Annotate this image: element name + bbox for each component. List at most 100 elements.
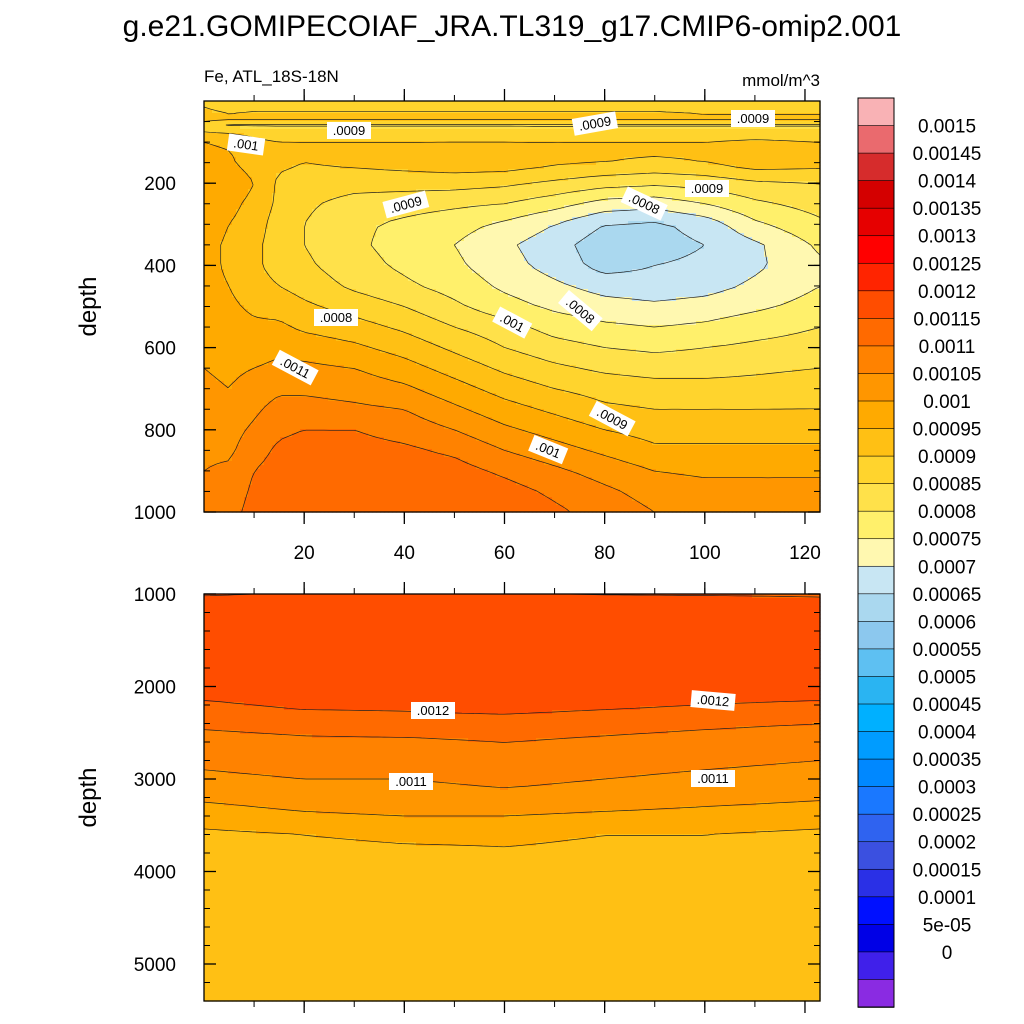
upper-cell: [312, 181, 317, 186]
upper-cell: [584, 137, 589, 142]
upper-cell: [752, 213, 757, 218]
upper-cell: [316, 189, 321, 194]
upper-cell: [552, 125, 557, 130]
upper-cell: [440, 125, 445, 130]
upper-cell: [412, 149, 417, 154]
upper-cell: [328, 229, 333, 234]
upper-cell: [332, 193, 337, 198]
upper-cell: [320, 205, 325, 210]
upper-cell: [440, 201, 445, 206]
upper-cell: [720, 109, 725, 114]
upper-cell: [416, 153, 421, 158]
upper-cell: [588, 165, 593, 170]
upper-cell: [400, 149, 405, 154]
upper-cell: [572, 149, 577, 154]
upper-cell: [784, 181, 789, 186]
upper-cell: [752, 189, 757, 194]
upper-cell: [560, 161, 565, 166]
upper-cell: [472, 105, 477, 110]
upper-cell: [732, 205, 737, 210]
upper-cell: [488, 113, 493, 118]
upper-cell: [724, 225, 729, 230]
upper-cell: [744, 217, 749, 222]
upper-cell: [492, 137, 497, 142]
upper-cell: [216, 189, 221, 194]
upper-cell: [552, 137, 557, 142]
upper-cell: [328, 173, 333, 178]
upper-cell: [280, 129, 285, 134]
upper-cell: [484, 113, 489, 118]
upper-cell: [748, 225, 753, 230]
upper-cell: [756, 145, 761, 150]
upper-cell: [764, 189, 769, 194]
upper-cell: [248, 229, 253, 234]
upper-cell: [592, 209, 597, 214]
upper-cell: [424, 225, 429, 230]
upper-cell: [456, 149, 461, 154]
upper-cell: [288, 113, 293, 118]
upper-cell: [468, 137, 473, 142]
upper-cell: [316, 181, 321, 186]
upper-cell: [712, 197, 717, 202]
upper-cell: [772, 169, 777, 174]
upper-cell: [652, 157, 657, 162]
upper-cell: [204, 125, 209, 130]
upper-cell: [216, 177, 221, 182]
upper-cell: [504, 209, 509, 214]
upper-cell: [484, 209, 489, 214]
upper-cell: [520, 221, 525, 226]
upper-cell: [456, 129, 461, 134]
upper-cell: [424, 217, 429, 222]
upper-cell: [572, 153, 577, 158]
upper-cell: [520, 201, 525, 206]
upper-cell: [348, 209, 353, 214]
upper-cell: [296, 101, 301, 106]
upper-cell: [660, 177, 665, 182]
upper-cell: [440, 205, 445, 210]
upper-cell: [804, 193, 809, 198]
upper-cell: [332, 205, 337, 210]
upper-cell: [356, 169, 361, 174]
upper-cell: [360, 193, 365, 198]
upper-cell: [732, 105, 737, 110]
upper-cell: [536, 157, 541, 162]
upper-cell: [792, 209, 797, 214]
upper-cell: [352, 185, 357, 190]
upper-cell: [340, 169, 345, 174]
upper-cell: [400, 101, 405, 106]
upper-cell: [504, 189, 509, 194]
upper-cell: [796, 101, 801, 106]
upper-cell: [260, 101, 265, 106]
upper-cell: [580, 145, 585, 150]
upper-cell: [216, 153, 221, 158]
upper-cell: [664, 133, 669, 138]
upper-cell: [696, 125, 701, 130]
upper-cell: [452, 181, 457, 186]
upper-cell: [352, 189, 357, 194]
upper-cell: [796, 185, 801, 190]
upper-cell: [624, 101, 629, 106]
upper-cell: [736, 157, 741, 162]
upper-cell: [292, 101, 297, 106]
upper-cell: [756, 173, 761, 178]
upper-cell: [548, 101, 553, 106]
upper-cell: [316, 229, 321, 234]
upper-cell: [400, 105, 405, 110]
upper-cell: [704, 165, 709, 170]
upper-cell: [408, 125, 413, 130]
upper-cell: [324, 105, 329, 110]
upper-cell: [316, 209, 321, 214]
upper-cell: [688, 153, 693, 158]
upper-cell: [552, 217, 557, 222]
upper-cell: [384, 161, 389, 166]
upper-cell: [488, 105, 493, 110]
upper-cell: [660, 189, 665, 194]
upper-cell: [304, 149, 309, 154]
upper-cell: [360, 101, 365, 106]
upper-cell: [516, 125, 521, 130]
upper-cell: [696, 165, 701, 170]
upper-cell: [700, 153, 705, 158]
upper-cell: [356, 201, 361, 206]
upper-cell: [352, 165, 357, 170]
upper-cell: [364, 201, 369, 206]
